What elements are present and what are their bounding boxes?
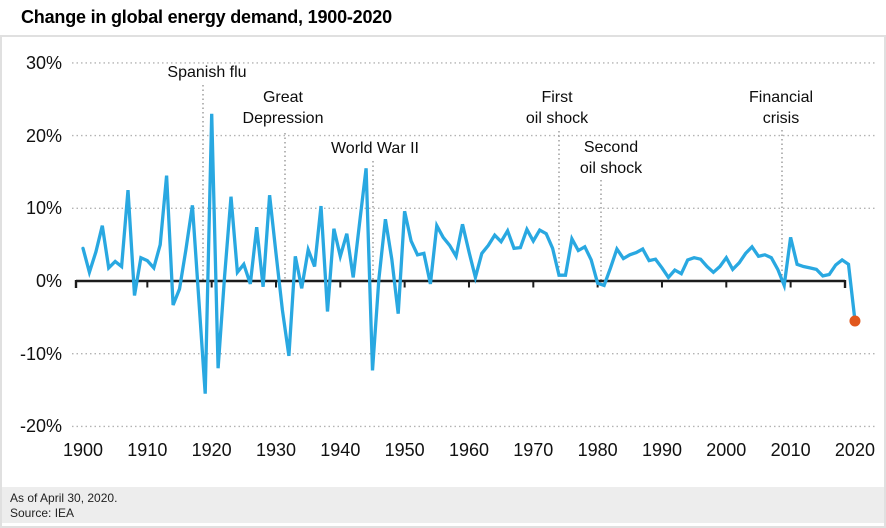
annotation-text: Second: [583, 139, 639, 156]
annotation-text: oil shock: [525, 110, 589, 127]
annotation-spanish-flu: Spanish flu: [127, 62, 287, 83]
annotation-financial-crisis: Financial crisis: [701, 87, 861, 129]
y-tick-label: -10%: [19, 343, 62, 364]
y-tick-label: -20%: [19, 416, 62, 437]
annotation-text: World War II: [330, 140, 419, 157]
annotation-text: Financial: [748, 89, 814, 106]
chart-footnote: As of April 30, 2020. Source: IEA: [2, 487, 884, 523]
y-tick-label: 10%: [25, 198, 62, 219]
x-tick-label: 2020: [834, 440, 875, 460]
annotation-first-oil-shock: First oil shock: [477, 87, 637, 129]
highlight-dot-2020: [849, 315, 861, 327]
x-tick-label: 2000: [706, 440, 747, 460]
annotation-text: crisis: [762, 110, 800, 127]
x-tick-label: 2010: [770, 440, 811, 460]
footnote-date: As of April 30, 2020.: [10, 491, 118, 505]
x-tick-label: 1960: [448, 440, 489, 460]
y-tick-label: 30%: [25, 52, 62, 73]
x-tick-label: 1910: [127, 440, 168, 460]
y-tick-label: 0%: [35, 271, 62, 291]
footnote-source: Source: IEA: [10, 506, 75, 520]
annotation-text: First: [541, 89, 573, 106]
annotation-second-oil-shock: Second oil shock: [531, 137, 691, 179]
x-tick-label: 1900: [62, 440, 104, 460]
x-tick-label: 1940: [320, 440, 361, 460]
x-tick-label: 1970: [513, 440, 554, 460]
annotation-text: Great: [262, 89, 303, 106]
y-tick-label: 20%: [25, 125, 62, 146]
annotation-text: Depression: [242, 110, 324, 127]
demand-line: [81, 113, 857, 394]
annotation-text: oil shock: [579, 160, 643, 177]
annotation-great-depression: Great Depression: [203, 87, 363, 129]
x-tick-label: 1920: [191, 440, 232, 460]
annotation-text: Spanish flu: [167, 64, 247, 81]
x-tick-label: 1930: [255, 440, 296, 460]
x-tick-label: 1980: [577, 440, 618, 460]
x-tick-label: 1990: [641, 440, 682, 460]
x-tick-label: 1950: [384, 440, 425, 460]
page-title: Change in global energy demand, 1900-202…: [21, 7, 392, 27]
annotation-world-war-2: World War II: [295, 138, 455, 159]
